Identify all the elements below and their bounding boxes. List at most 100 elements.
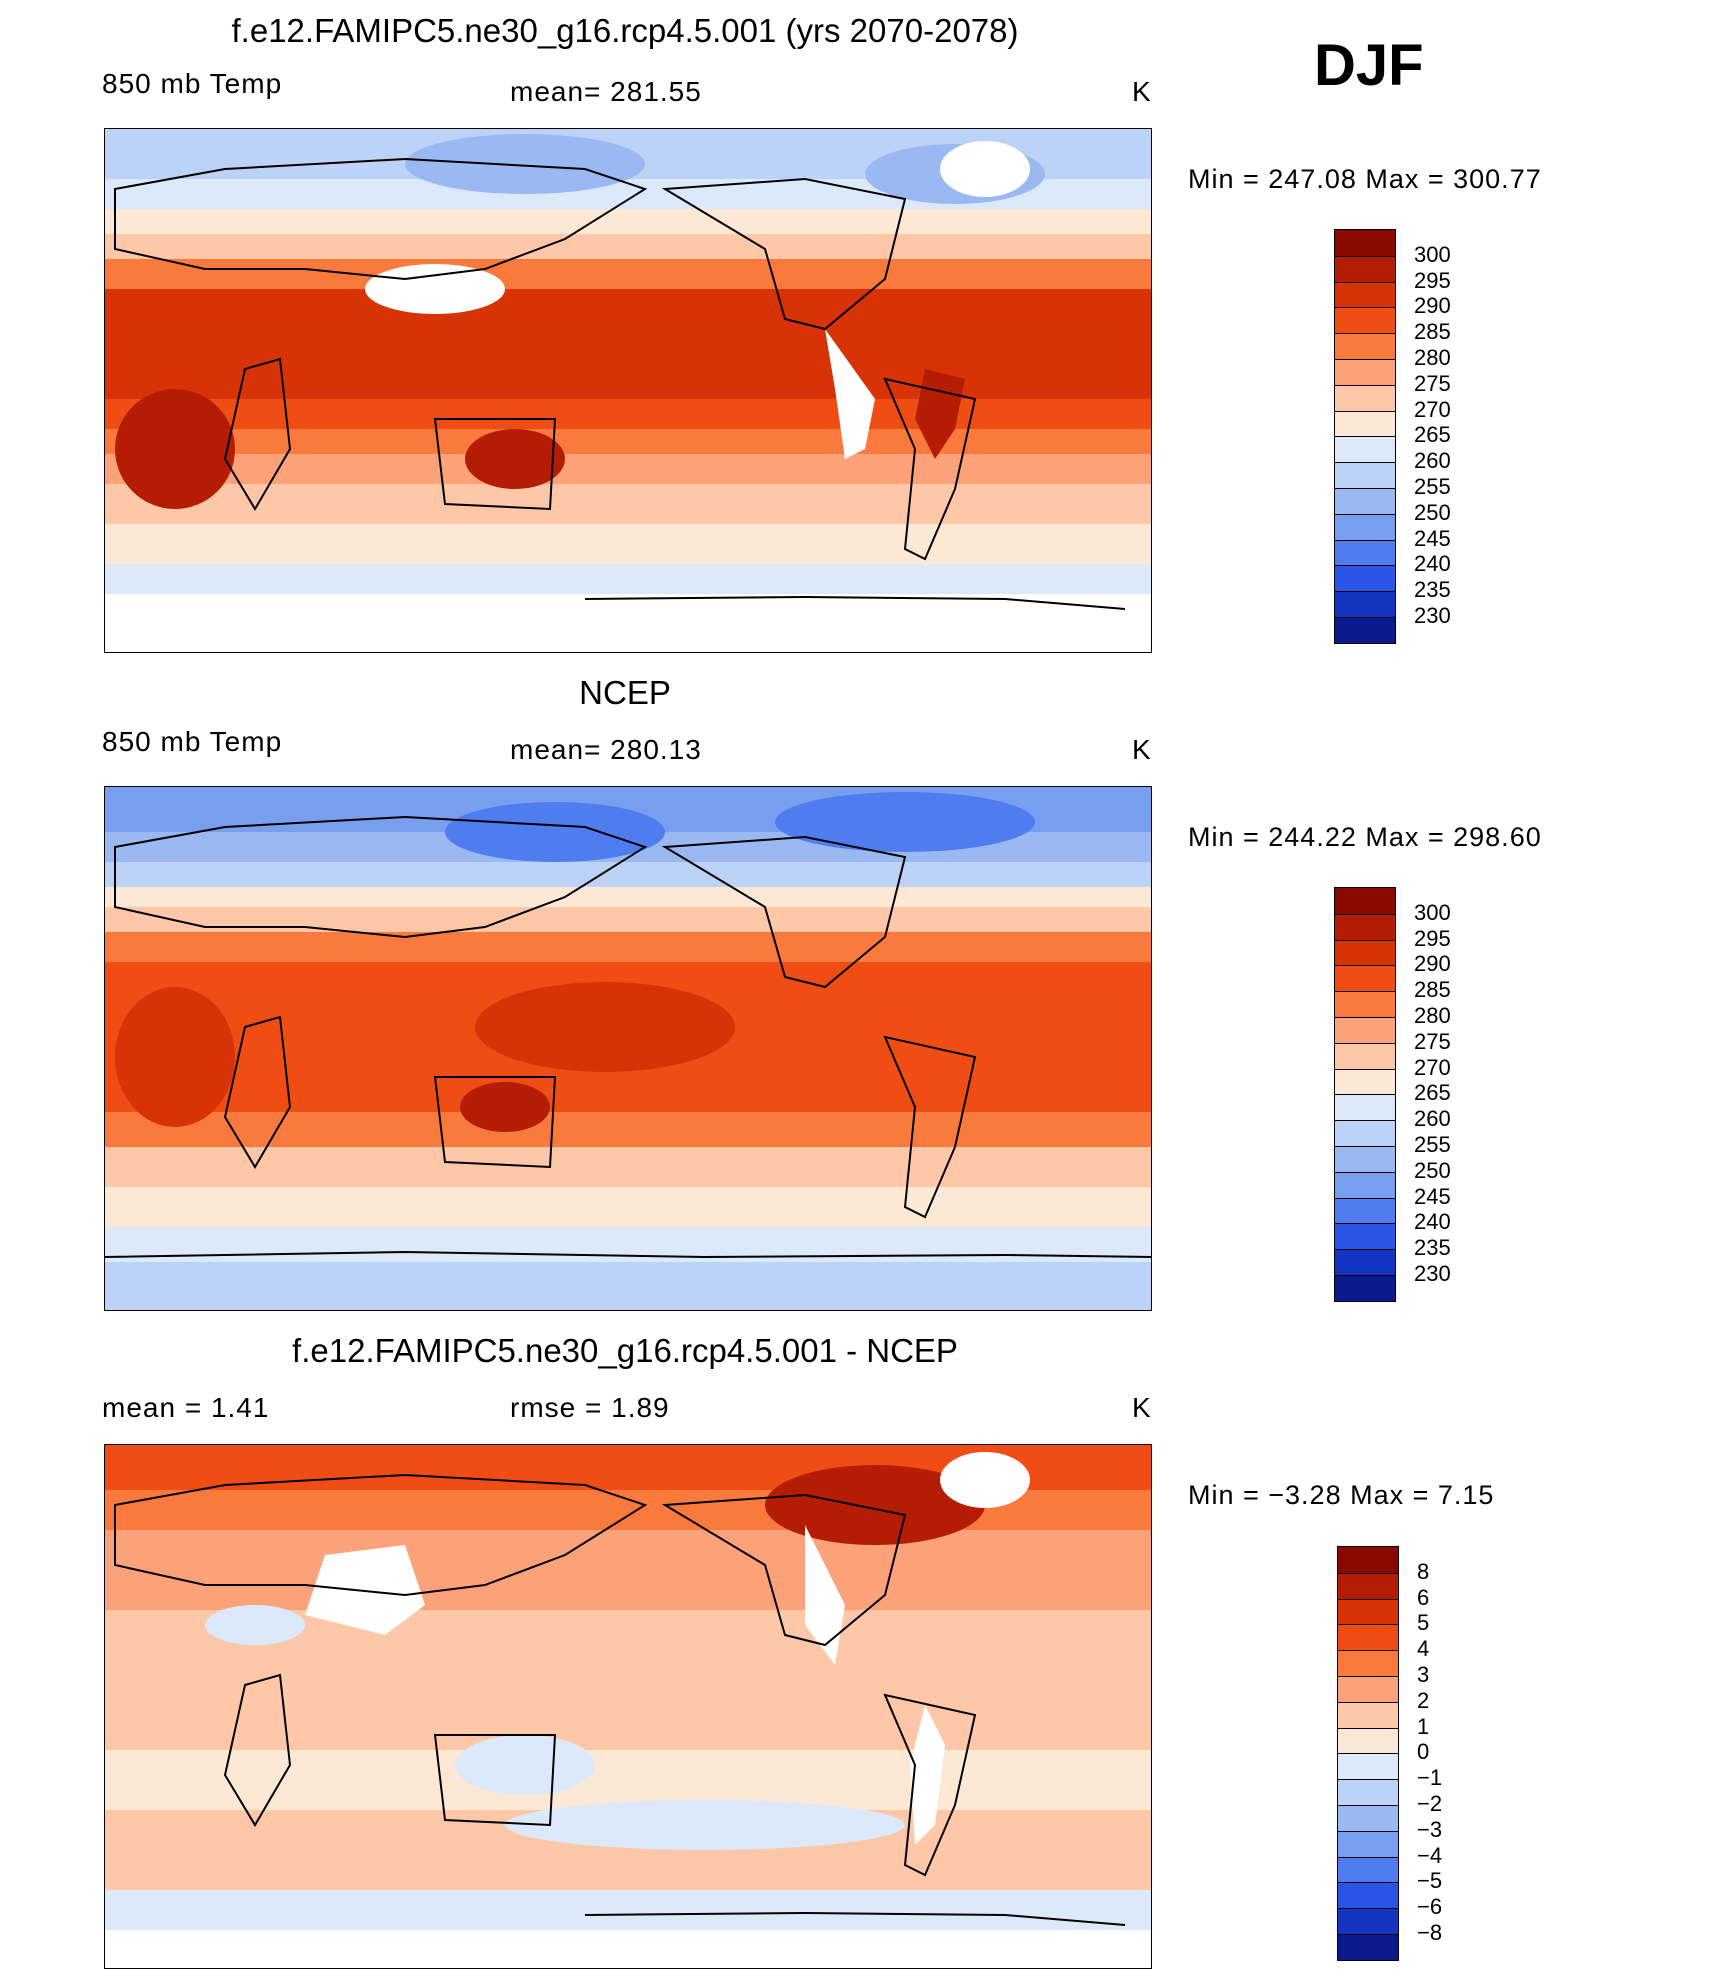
colorbar-tick-label: 280 xyxy=(1414,1003,1451,1028)
colorbar-swatch xyxy=(1335,307,1395,334)
colorbar-swatch xyxy=(1335,939,1395,966)
colorbar-tick-label: 295 xyxy=(1414,925,1451,951)
colorbar-tick-label: 5 xyxy=(1417,1610,1430,1636)
panel-1-title: f.e12.FAMIPC5.ne30_g16.rcp4.5.001 (yrs 2… xyxy=(231,12,1019,49)
season-label: DJF xyxy=(1314,33,1424,98)
panel-2-map xyxy=(104,786,1152,1311)
colorbar-swatch xyxy=(1335,1223,1395,1250)
colorbar-frame xyxy=(1337,1546,1399,1961)
colorbar-swatch xyxy=(1335,462,1395,488)
colorbar-swatch xyxy=(1338,1805,1398,1831)
panel-2-units: K xyxy=(1132,734,1152,765)
colorbar-tick-label: 260 xyxy=(1414,1106,1451,1132)
colorbar-swatch xyxy=(1338,1779,1398,1805)
colorbar-tick-label: 235 xyxy=(1414,577,1451,603)
colorbar-swatch xyxy=(1338,1727,1398,1754)
colorbar-swatch xyxy=(1335,410,1395,437)
colorbar-swatch xyxy=(1335,1275,1395,1301)
colorbar-swatch xyxy=(1335,913,1395,940)
colorbar-tick-label: 260 xyxy=(1414,448,1451,474)
colorbar-tick-label: 300 xyxy=(1414,241,1451,267)
colorbar-swatch xyxy=(1335,565,1395,592)
panel-1-map-graphic xyxy=(105,129,1151,652)
colorbar-swatch xyxy=(1335,1146,1395,1172)
colorbar-swatch xyxy=(1335,617,1395,643)
colorbar-swatch xyxy=(1335,255,1395,282)
colorbar-swatch xyxy=(1335,436,1395,463)
panel-3-minmax: Min = −3.28 Max = 7.15 xyxy=(1188,1480,1495,1510)
panel-2-left-label: 850 mb Temp xyxy=(102,726,283,757)
colorbar-tick-label: 250 xyxy=(1414,499,1451,525)
colorbar-tick-label: 1 xyxy=(1417,1713,1430,1739)
colorbar-swatch xyxy=(1335,991,1395,1017)
colorbar-tick-label: −6 xyxy=(1417,1894,1443,1920)
colorbar-tick-label: −8 xyxy=(1417,1920,1443,1945)
colorbar-swatch xyxy=(1338,1624,1398,1651)
colorbar-swatch xyxy=(1335,591,1395,617)
panel-1-left-label: 850 mb Temp xyxy=(102,68,283,99)
colorbar-swatch xyxy=(1338,1882,1398,1909)
colorbar-tick-label: 3 xyxy=(1417,1662,1430,1687)
colorbar-swatch xyxy=(1335,281,1395,308)
colorbar-swatch xyxy=(1335,1017,1395,1043)
colorbar-tick-label: 300 xyxy=(1414,899,1451,925)
panel-2-minmax: Min = 244.22 Max = 298.60 xyxy=(1188,822,1542,852)
colorbar-frame xyxy=(1334,887,1396,1302)
colorbar-tick-label: 265 xyxy=(1414,422,1451,448)
colorbar-frame xyxy=(1334,229,1396,644)
colorbar-swatch xyxy=(1338,1572,1398,1599)
colorbar-swatch xyxy=(1338,1676,1398,1702)
colorbar-tick-label: 270 xyxy=(1414,1054,1451,1080)
colorbar-tick-label: −1 xyxy=(1417,1765,1443,1791)
colorbar-tick-label: 8 xyxy=(1417,1558,1430,1584)
colorbar-swatch xyxy=(1335,1171,1395,1198)
colorbar-swatch xyxy=(1338,1934,1398,1960)
panel-1-mean-label: mean= 281.55 xyxy=(510,76,702,107)
colorbar-tick-label: 250 xyxy=(1414,1157,1451,1183)
colorbar-tick-label: −2 xyxy=(1417,1791,1443,1816)
colorbar-swatch xyxy=(1338,1547,1398,1573)
colorbar-swatch xyxy=(1335,1120,1395,1146)
colorbar-tick-label: 270 xyxy=(1414,396,1451,422)
panel-2-title: NCEP xyxy=(579,674,671,711)
panel-3-map xyxy=(104,1444,1152,1969)
colorbar-tick-label: 245 xyxy=(1414,1183,1451,1209)
colorbar-swatch xyxy=(1335,1094,1395,1121)
colorbar-tick-label: 285 xyxy=(1414,977,1451,1003)
colorbar-tick-label: 275 xyxy=(1414,1028,1451,1054)
colorbar-tick-label: 265 xyxy=(1414,1080,1451,1106)
colorbar-swatch xyxy=(1335,333,1395,359)
panel-3-map-graphic xyxy=(105,1445,1151,1968)
colorbar-swatch xyxy=(1335,965,1395,992)
colorbar-swatch xyxy=(1335,513,1395,540)
colorbar-swatch xyxy=(1335,488,1395,514)
colorbar-swatch xyxy=(1335,888,1395,914)
colorbar-tick-label: −3 xyxy=(1417,1816,1443,1842)
panel-3-units: K xyxy=(1132,1392,1152,1423)
colorbar-tick-label: 6 xyxy=(1417,1584,1430,1610)
colorbar-swatch xyxy=(1335,1042,1395,1069)
panel-2-map-graphic xyxy=(105,787,1151,1310)
panel-3-mean-label: mean = 1.41 xyxy=(102,1392,270,1423)
panel-1-minmax: Min = 247.08 Max = 300.77 xyxy=(1188,164,1542,194)
panel-3-rmse-label: rmse = 1.89 xyxy=(510,1392,670,1423)
colorbar-swatch xyxy=(1338,1908,1398,1934)
colorbar-tick-label: 4 xyxy=(1417,1636,1430,1662)
colorbar-swatch xyxy=(1338,1753,1398,1780)
colorbar-swatch xyxy=(1335,1197,1395,1224)
panel-2-mean-label: mean= 280.13 xyxy=(510,734,702,765)
colorbar-tick-label: 230 xyxy=(1414,1261,1451,1286)
panel-1-units: K xyxy=(1132,76,1152,107)
colorbar-swatch xyxy=(1335,359,1395,385)
colorbar-tick-label: 2 xyxy=(1417,1687,1430,1713)
colorbar-tick-label: 240 xyxy=(1414,551,1451,577)
panel-3-title: f.e12.FAMIPC5.ne30_g16.rcp4.5.001 - NCEP xyxy=(292,1332,958,1369)
colorbar-swatch xyxy=(1338,1598,1398,1625)
colorbar-tick-label: −4 xyxy=(1417,1842,1443,1868)
colorbar-swatch xyxy=(1338,1650,1398,1676)
colorbar-tick-label: 275 xyxy=(1414,370,1451,396)
colorbar-swatch xyxy=(1335,1068,1395,1095)
colorbar-tick-label: 240 xyxy=(1414,1209,1451,1235)
colorbar-tick-label: 280 xyxy=(1414,345,1451,370)
colorbar-tick-label: 230 xyxy=(1414,603,1451,628)
